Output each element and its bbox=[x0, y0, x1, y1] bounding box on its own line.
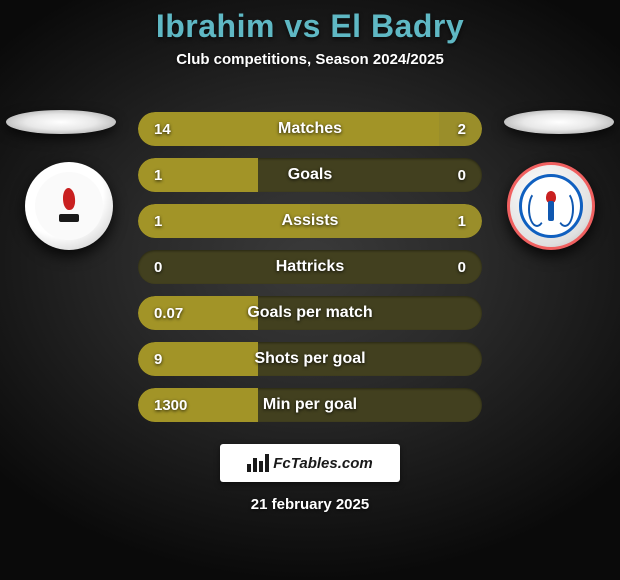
stat-label: Goals per match bbox=[208, 304, 412, 322]
stat-bar: 1Assists1 bbox=[138, 204, 482, 238]
stat-value-left: 1300 bbox=[138, 397, 208, 414]
stat-bar: 9Shots per goal bbox=[138, 342, 482, 376]
stat-value-right: 2 bbox=[412, 121, 482, 138]
stat-value-right: 0 bbox=[412, 259, 482, 276]
stat-value-left: 1 bbox=[138, 213, 208, 230]
right-club-emblem-icon bbox=[544, 191, 558, 221]
stat-label: Shots per goal bbox=[208, 350, 412, 368]
stat-label: Min per goal bbox=[208, 396, 412, 414]
left-platform bbox=[6, 110, 116, 134]
right-club-badge bbox=[507, 162, 595, 250]
stat-bar: 0.07Goals per match bbox=[138, 296, 482, 330]
subtitle: Club competitions, Season 2024/2025 bbox=[0, 51, 620, 68]
brand-text: FcTables.com bbox=[273, 455, 372, 472]
chart-icon bbox=[247, 454, 269, 472]
stat-value-left: 9 bbox=[138, 351, 208, 368]
stat-label: Assists bbox=[208, 212, 412, 230]
page-title: Ibrahim vs El Badry bbox=[0, 8, 620, 45]
stat-value-left: 14 bbox=[138, 121, 208, 138]
stat-bar: 1300Min per goal bbox=[138, 388, 482, 422]
stat-bars: 14Matches21Goals01Assists10Hattricks00.0… bbox=[138, 112, 482, 422]
stat-value-left: 0 bbox=[138, 259, 208, 276]
stat-bar: 14Matches2 bbox=[138, 112, 482, 146]
left-club-badge bbox=[25, 162, 113, 250]
stat-value-left: 1 bbox=[138, 167, 208, 184]
stat-value-right: 1 bbox=[412, 213, 482, 230]
stat-label: Hattricks bbox=[208, 258, 412, 276]
stat-label: Goals bbox=[208, 166, 412, 184]
left-club-emblem-icon bbox=[49, 186, 89, 226]
stat-bar: 0Hattricks0 bbox=[138, 250, 482, 284]
stat-value-right: 0 bbox=[412, 167, 482, 184]
comparison-stage: 14Matches21Goals01Assists10Hattricks00.0… bbox=[0, 92, 620, 422]
brand-logo[interactable]: FcTables.com bbox=[220, 444, 400, 482]
stat-value-left: 0.07 bbox=[138, 305, 208, 322]
stat-bar: 1Goals0 bbox=[138, 158, 482, 192]
date-label: 21 february 2025 bbox=[0, 496, 620, 513]
right-platform bbox=[504, 110, 614, 134]
stat-label: Matches bbox=[208, 120, 412, 138]
